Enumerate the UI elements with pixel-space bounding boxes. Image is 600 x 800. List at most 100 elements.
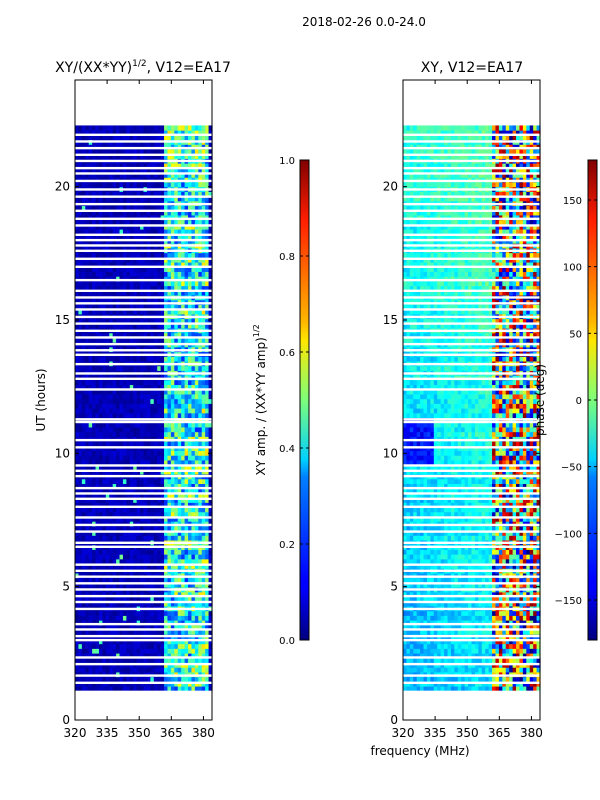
heatmap-cell xyxy=(126,356,131,362)
heatmap-cell xyxy=(122,233,127,239)
heatmap-cell xyxy=(140,403,145,409)
heatmap-cell xyxy=(75,163,80,169)
heatmap-cell xyxy=(122,497,127,503)
heatmap-cell xyxy=(181,440,186,447)
heatmap-cell xyxy=(75,620,80,626)
data-gap xyxy=(75,362,212,366)
heatmap-cell xyxy=(198,403,203,409)
heatmap-cell xyxy=(95,624,100,631)
heatmap-cell xyxy=(174,530,179,536)
heatmap-cell xyxy=(181,144,186,150)
heatmap-cell xyxy=(129,384,134,390)
heatmap-cell xyxy=(95,210,100,216)
heatmap-cell xyxy=(102,657,107,663)
heatmap-cell xyxy=(126,309,131,315)
heatmap-cell xyxy=(143,436,148,442)
heatmap-cell xyxy=(75,549,80,555)
heatmap-cell xyxy=(150,506,155,513)
heatmap-cell xyxy=(102,577,107,583)
heatmap-cell xyxy=(133,365,138,371)
heatmap-cell xyxy=(129,638,134,645)
heatmap-cell xyxy=(116,233,121,239)
heatmap-cell xyxy=(205,657,210,663)
heatmap-cell xyxy=(98,638,103,645)
heatmap-cell xyxy=(194,125,199,131)
heatmap-cell xyxy=(136,172,141,178)
data-gap xyxy=(75,541,212,544)
heatmap-cell xyxy=(167,506,172,513)
heatmap-cell xyxy=(157,412,162,419)
heatmap-cell xyxy=(116,549,121,555)
heatmap-cell xyxy=(105,181,110,188)
heatmap-cell xyxy=(109,365,114,371)
heatmap-cell xyxy=(205,610,210,616)
heatmap-cell xyxy=(78,266,83,272)
heatmap-cell xyxy=(112,530,117,536)
heatmap-cell xyxy=(85,652,90,659)
heatmap-cell xyxy=(129,436,134,442)
data-gap xyxy=(75,159,212,163)
heatmap-cell xyxy=(150,624,155,631)
heatmap-cell xyxy=(205,172,210,178)
heatmap-cell xyxy=(181,563,186,569)
heatmap-cell xyxy=(157,459,162,466)
heatmap-cell xyxy=(78,271,83,277)
heatmap-cell xyxy=(181,408,186,414)
heatmap-cell xyxy=(122,205,127,211)
heatmap-cell xyxy=(122,365,127,371)
heatmap-cell xyxy=(188,610,193,616)
heatmap-cell xyxy=(78,125,83,131)
heatmap-cell xyxy=(194,271,199,277)
heatmap-cell xyxy=(160,422,165,428)
heatmap-cell xyxy=(153,431,158,437)
heatmap-cell xyxy=(198,252,203,258)
heatmap-cell xyxy=(188,459,193,466)
heatmap-cell xyxy=(112,337,117,343)
heatmap-cell xyxy=(92,610,97,616)
heatmap-cell xyxy=(188,652,193,659)
heatmap-cell xyxy=(157,210,162,216)
heatmap-cell xyxy=(105,233,110,239)
heatmap-cell xyxy=(129,502,134,508)
heatmap-cell xyxy=(109,318,114,324)
heatmap-cell xyxy=(160,398,165,404)
heatmap-cell xyxy=(105,210,110,216)
heatmap-cell xyxy=(109,483,114,489)
heatmap-cell xyxy=(201,219,206,225)
heatmap-cell xyxy=(85,506,90,513)
heatmap-cell xyxy=(160,488,165,494)
heatmap-cell xyxy=(102,290,107,296)
heatmap-cell xyxy=(143,266,148,272)
heatmap-cell xyxy=(126,601,131,607)
heatmap-cell xyxy=(133,506,138,513)
heatmap-cell xyxy=(146,624,151,631)
heatmap-cell xyxy=(181,497,186,503)
heatmap-cell xyxy=(191,601,196,607)
heatmap-cell xyxy=(201,224,206,230)
heatmap-cell xyxy=(208,483,213,489)
heatmap-cell xyxy=(78,398,83,404)
heatmap-cell xyxy=(150,163,155,169)
heatmap-cell xyxy=(201,323,206,329)
heatmap-cell xyxy=(150,280,155,287)
heatmap-cell xyxy=(184,285,189,291)
heatmap-cell xyxy=(140,502,145,508)
heatmap-cell xyxy=(177,629,182,635)
heatmap-cell xyxy=(174,483,179,489)
heatmap-cell xyxy=(205,214,210,221)
heatmap-cell xyxy=(85,408,90,414)
heatmap-cell xyxy=(133,521,138,527)
heatmap-cell xyxy=(170,191,175,197)
heatmap-cell xyxy=(78,167,83,174)
heatmap-cell xyxy=(157,492,162,499)
heatmap-cell xyxy=(146,398,151,404)
heatmap-cell xyxy=(129,214,134,221)
heatmap-cell xyxy=(194,134,199,141)
heatmap-cell xyxy=(184,332,189,338)
heatmap-cell xyxy=(194,167,199,174)
heatmap-cell xyxy=(150,365,155,371)
heatmap-cell xyxy=(150,290,155,296)
heatmap-cell xyxy=(208,596,213,602)
heatmap-cell xyxy=(105,667,110,673)
heatmap-cell xyxy=(201,516,206,522)
